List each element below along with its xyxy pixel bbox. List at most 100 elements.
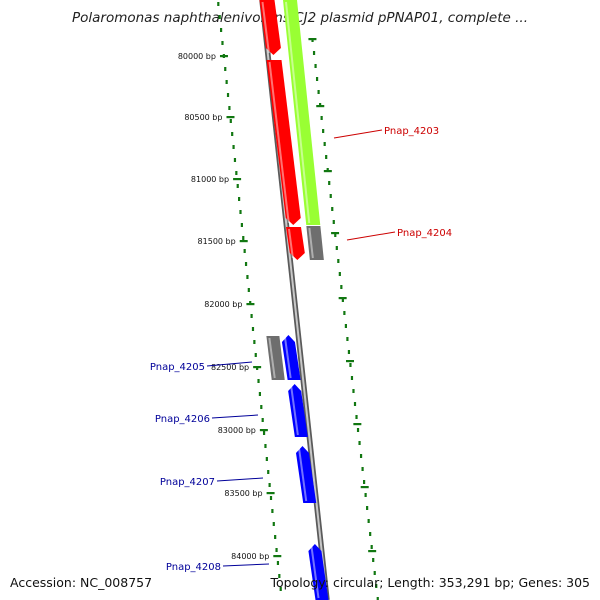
- gene-gray-outer: [306, 226, 324, 260]
- ring-dot: [314, 64, 317, 68]
- ruler-tick: [266, 492, 275, 495]
- ring-dot: [331, 207, 334, 211]
- gene-red-4204: [285, 227, 305, 260]
- ring-dot: [244, 262, 248, 266]
- gene-label-pnap-4204[interactable]: Pnap_4204: [397, 228, 452, 239]
- ring-dot: [352, 389, 355, 393]
- ring-dot: [251, 327, 255, 331]
- ring-dot: [332, 220, 335, 224]
- ring-dot: [350, 376, 354, 380]
- ring-dot: [269, 496, 273, 500]
- ring-dot: [253, 340, 256, 344]
- ring-dot: [231, 132, 234, 136]
- ring-dot: [343, 311, 346, 315]
- ring-dot: [247, 288, 250, 292]
- ruler-tick: [273, 555, 282, 558]
- gene-label-leader: [216, 477, 264, 482]
- ring-dot: [257, 379, 260, 383]
- ring-dot: [320, 116, 323, 120]
- gene-label-pnap-4207[interactable]: Pnap_4207: [160, 477, 215, 488]
- gene-label-pnap-4205[interactable]: Pnap_4205: [150, 362, 205, 373]
- ring-dot: [367, 519, 370, 523]
- ring-dot: [232, 145, 235, 149]
- ring-dot: [322, 129, 325, 133]
- ruler-tick-label: 84000 bp: [231, 552, 269, 561]
- ring-dot: [218, 15, 221, 19]
- ring-dot: [329, 194, 332, 198]
- ring-dot: [240, 223, 243, 227]
- ruler-tick-label: 83000 bp: [218, 426, 256, 435]
- ring-dot: [224, 67, 227, 71]
- ring-dot: [229, 119, 232, 123]
- accession-text: Accession: NC_008757: [10, 575, 153, 590]
- ring-dot: [271, 509, 274, 513]
- ring-dot: [363, 480, 366, 484]
- ring-dot: [370, 545, 373, 549]
- ring-dot: [334, 233, 337, 237]
- gene-red-4203: [266, 60, 301, 225]
- gene-blue-4205: [281, 335, 301, 380]
- ring-dot: [276, 561, 280, 565]
- ring-dot: [364, 493, 367, 497]
- gene-label-leader: [346, 231, 396, 241]
- ring-dot: [340, 285, 343, 289]
- ring-dot: [328, 181, 331, 185]
- ruler-tick: [239, 240, 248, 243]
- ruler-tick: [253, 366, 262, 369]
- ring-dot: [225, 80, 228, 84]
- ring-dot: [325, 155, 328, 159]
- ring-dot: [258, 392, 262, 396]
- gene-label-pnap-4206[interactable]: Pnap_4206: [155, 414, 210, 425]
- ring-dot: [353, 402, 357, 406]
- ring-dot: [341, 298, 344, 302]
- gene-gray-4205: [266, 336, 285, 380]
- ring-dot: [238, 197, 241, 201]
- ring-dot: [344, 324, 347, 328]
- ring-dot: [356, 428, 360, 432]
- ring-dot: [261, 418, 264, 422]
- ruler-tick: [219, 55, 228, 58]
- ring-dot: [317, 90, 320, 94]
- ring-dot: [272, 522, 275, 526]
- ring-dot: [346, 337, 349, 341]
- gene-blue-4208: [308, 544, 329, 600]
- ring-dot: [372, 558, 375, 562]
- ring-dot: [355, 415, 358, 419]
- ruler-tick: [246, 303, 255, 306]
- map-title: Polaromonas naphthalenivorans CJ2 plasmi…: [71, 10, 529, 26]
- ruler-tick-label: 80500 bp: [184, 113, 222, 122]
- ring-dot: [335, 246, 338, 250]
- ruler-tick-label: 83500 bp: [224, 489, 262, 498]
- ring-dot: [358, 441, 361, 445]
- ring-dot: [250, 314, 253, 318]
- gene-blue-4207: [295, 446, 317, 503]
- gene-labels: Pnap_4203 Pnap_4204 Pnap_4205 Pnap_4206 Pnap…: [150, 126, 452, 573]
- ring-dot: [323, 142, 326, 146]
- ring-dot: [375, 584, 378, 588]
- ring-dot: [226, 93, 230, 97]
- gene-label-pnap-4208[interactable]: Pnap_4208: [166, 562, 221, 573]
- ring-dot: [369, 532, 372, 536]
- ring-dot: [236, 184, 239, 188]
- ring-dot: [366, 506, 369, 510]
- ruler-tick-label: 81500 bp: [198, 237, 236, 246]
- ring-dot: [243, 249, 246, 253]
- ring-dot: [254, 353, 257, 357]
- ring-dot: [337, 259, 340, 263]
- ring-dot: [239, 210, 242, 214]
- ring-dot: [347, 350, 351, 354]
- ring-dash: [353, 423, 362, 426]
- ruler-tick: [233, 178, 242, 181]
- gene-label-leader: [222, 563, 270, 567]
- ring-dash: [316, 105, 325, 108]
- ring-dot: [274, 535, 277, 539]
- ring-dot: [219, 28, 223, 32]
- ruler-tick-label: 81000 bp: [191, 175, 229, 184]
- ruler-tick-label: 82000 bp: [204, 300, 242, 309]
- ring-dot: [260, 405, 263, 409]
- gene-label-pnap-4203[interactable]: Pnap_4203: [384, 126, 439, 137]
- ring-dot: [349, 363, 352, 367]
- ring-dot: [312, 51, 316, 55]
- gene-blue-4206: [288, 384, 308, 437]
- ruler-tick-label: 82500 bp: [211, 363, 249, 372]
